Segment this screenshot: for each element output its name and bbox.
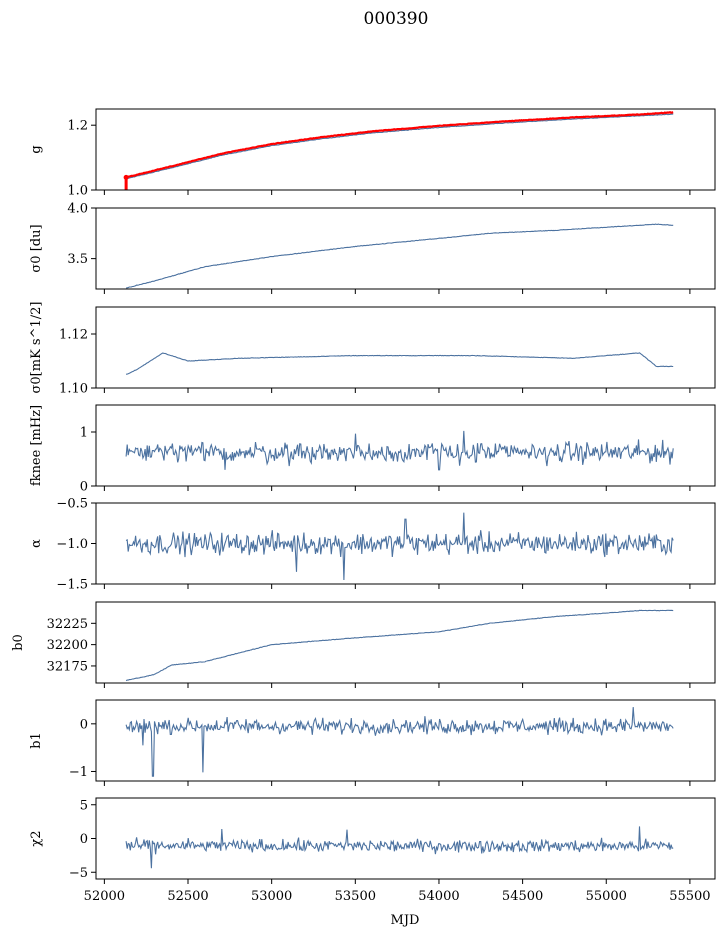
x-tick-label-4: 54000 (418, 889, 459, 904)
y-tick-label-b0-1: 32200 (47, 638, 88, 653)
panel-b0: 32175 32200 32225 b0 (11, 601, 716, 688)
y-tick-label-sigma0_du-1: 4.0 (67, 202, 88, 217)
series-g-0 (125, 113, 674, 180)
panel-frame-fknee (95, 404, 716, 487)
y-tick-label-chi2-1: 0 (80, 832, 88, 847)
x-tick-label-7: 55500 (669, 889, 710, 904)
series-alpha-0 (125, 512, 674, 581)
y-axis-label-fknee: fknee [mHz] (29, 405, 44, 486)
y-tick-label-fknee-1: 1 (80, 426, 88, 441)
panel-frame-b1 (95, 699, 716, 782)
series-sigma0_du-0 (126, 223, 674, 289)
figure-title: 000390 (364, 9, 429, 29)
panel-frame-sigma0_mk (95, 306, 716, 389)
y-tick-label-b0-2: 32225 (47, 617, 88, 632)
panels: 1.0 1.2 g 3.5 4.0 σ0 [du] 1.10 1.12 σ0[mK s^1/2]… (11, 108, 716, 904)
y-tick-label-alpha-1: −1.0 (56, 537, 88, 552)
panel-frame-sigma0_du (95, 207, 716, 290)
x-tick-label-6: 55000 (586, 889, 627, 904)
x-tick-label-3: 53500 (335, 889, 376, 904)
y-tick-label-sigma0_mk-1: 1.12 (59, 328, 88, 343)
series-chi2-0 (125, 826, 674, 869)
panel-sigma0_mk: 1.10 1.12 σ0[mK s^1/2] (29, 302, 716, 397)
x-tick-label-5: 54500 (502, 889, 543, 904)
y-tick-label-sigma0_du-0: 3.5 (67, 252, 88, 267)
series-g-start-point (123, 174, 129, 180)
y-tick-label-chi2-2: 5 (80, 798, 88, 813)
y-tick-label-b1-0: −1 (69, 765, 88, 780)
panel-frame-chi2 (95, 797, 716, 880)
series-sigma0_mk-0 (126, 352, 674, 375)
y-tick-label-fknee-0: 0 (80, 480, 88, 495)
y-axis-label-g: g (29, 145, 44, 153)
y-axis-label-b1: b1 (29, 732, 44, 749)
y-tick-label-g-0: 1.0 (67, 184, 88, 199)
panel-sigma0_du: 3.5 4.0 σ0 [du] (29, 202, 716, 294)
x-tick-label-1: 52500 (167, 889, 208, 904)
panel-g: 1.0 1.2 g (29, 108, 716, 199)
panel-b1: −1 0 b1 (29, 699, 716, 786)
y-tick-label-alpha-0: −1.5 (56, 578, 88, 593)
x-axis-label: MJD (391, 913, 420, 928)
y-axis-label-alpha: α (29, 539, 44, 548)
panel-alpha: −1.5 −1.0 −0.5 α (29, 497, 716, 593)
y-tick-label-chi2-0: −5 (69, 866, 88, 881)
y-tick-label-alpha-2: −0.5 (56, 497, 88, 512)
y-tick-label-g-1: 1.2 (67, 119, 88, 134)
series-b1-0 (125, 707, 674, 777)
panel-frame-g (95, 108, 716, 191)
y-axis-label-sigma0_du: σ0 [du] (29, 224, 44, 272)
y-axis-label-b0: b0 (11, 634, 26, 651)
x-tick-label-0: 52000 (84, 889, 125, 904)
series-fknee-0 (125, 430, 674, 471)
series-b0-0 (125, 609, 674, 682)
panel-frame-b0 (95, 601, 716, 684)
y-tick-label-b1-1: 0 (80, 717, 88, 732)
x-tick-label-2: 53000 (251, 889, 292, 904)
y-tick-label-sigma0_mk-0: 1.10 (59, 382, 88, 397)
y-axis-label-chi2: χ2 (29, 830, 44, 846)
y-tick-label-b0-0: 32175 (47, 659, 88, 674)
panel-chi2: −5 0 5 52000 52500 53000 53500 54000 54500 55000 5… (29, 797, 716, 904)
series-g-1 (125, 111, 674, 179)
y-axis-label-sigma0_mk: σ0[mK s^1/2] (29, 302, 44, 394)
panel-fknee: 0 1 fknee [mHz] (29, 404, 716, 495)
